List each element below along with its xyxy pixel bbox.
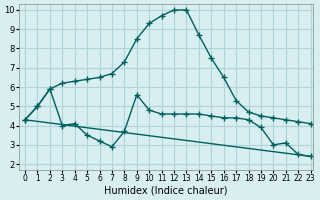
- X-axis label: Humidex (Indice chaleur): Humidex (Indice chaleur): [104, 186, 228, 196]
